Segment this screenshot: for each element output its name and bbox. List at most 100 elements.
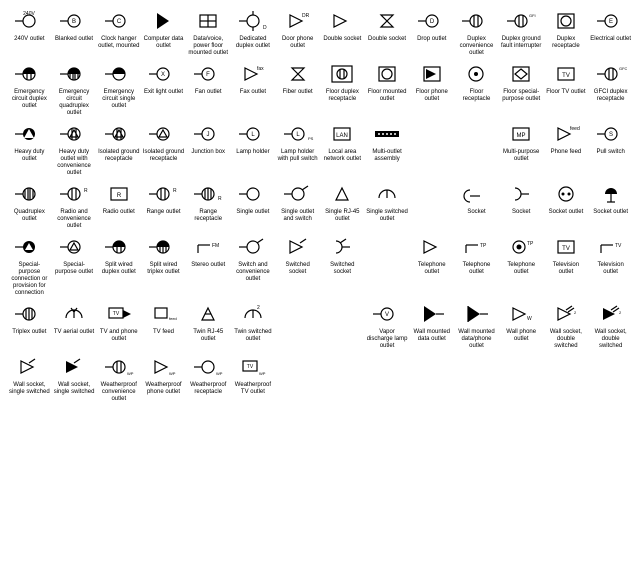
symbol-label: Single outlet: [236, 209, 269, 216]
symbol-label: Emergency circuit single outlet: [98, 89, 140, 110]
range-outlet-icon: R: [147, 181, 179, 207]
symbol-emerg-duplex: Emergency circuit duplex outlet: [8, 61, 51, 117]
tv-feed-icon: feed: [147, 301, 179, 327]
symbol-label: Single switched outlet: [366, 209, 408, 223]
floor-duplex-icon: [326, 61, 358, 87]
symbol-isolated-ground: Isolated ground receptacle: [97, 121, 140, 177]
svg-text:GFI: GFI: [529, 13, 536, 18]
symbol-label: Wall socket, single switched: [53, 382, 95, 396]
symbol-label: Lamp holder: [236, 149, 269, 156]
symbol-single-rj45: Single RJ-45 outlet: [321, 181, 364, 230]
symbol-label: Twin RJ-45 outlet: [187, 329, 229, 343]
symbol-label: Radio outlet: [103, 209, 135, 216]
symbol-label: Emergency circuit duplex outlet: [8, 89, 50, 110]
television-1-icon: TV: [550, 234, 582, 260]
svg-text:2: 2: [619, 310, 622, 315]
single-switched-icon: [371, 181, 403, 207]
symbol-blank-4: [366, 234, 409, 297]
symbol-door-phone: DR Door phone outlet: [276, 8, 319, 57]
symbol-label: Switched socket: [277, 262, 319, 276]
symbol-label: Isolated ground receptacle: [142, 149, 184, 163]
symbol-label: Pull switch: [596, 149, 624, 156]
symbol-wall-data-phone: Wall mounted data/phone outlet: [455, 301, 498, 350]
svg-text:J: J: [207, 132, 210, 138]
symbol-isolated-ground-2: Isolated ground receptacle: [142, 121, 185, 177]
svg-text:240V: 240V: [24, 11, 36, 17]
lamp-holder-icon: L: [237, 121, 269, 147]
symbol-label: Switched socket: [321, 262, 363, 276]
symbol-double-socket-2: Double socket: [366, 8, 409, 57]
symbol-blank-7: [276, 354, 319, 403]
svg-text:MP: MP: [517, 133, 526, 139]
heavy-duty-icon: [13, 121, 45, 147]
symbol-label: Local area network outlet: [321, 149, 363, 163]
symbol-label: Duplex receptacle: [545, 36, 587, 50]
240v-outlet-icon: 240V: [13, 8, 45, 34]
emerg-quad-icon: [58, 61, 90, 87]
wall-double-2-icon: 2: [595, 301, 627, 327]
svg-text:fax: fax: [257, 66, 264, 72]
symbol-label: Door phone outlet: [277, 36, 319, 50]
symbol-wall-double: 2Wall socket, double switched: [545, 301, 588, 350]
telephone-2-icon: TP: [460, 234, 492, 260]
symbol-socket-2: Socket: [500, 181, 543, 230]
symbol-label: Vapor discharge lamp outlet: [366, 329, 408, 350]
pull-switch-icon: S: [595, 121, 627, 147]
symbol-label: Socket: [512, 209, 530, 216]
symbol-label: Clock hanger outlet, mounted: [98, 36, 140, 50]
tv-aerial-icon: [58, 301, 90, 327]
symbol-duplex-conv: Duplex convenience outlet: [455, 8, 498, 57]
duplex-gfi-icon: GFI: [505, 8, 537, 34]
telephone-3-icon: TP: [505, 234, 537, 260]
floor-phone-icon: [416, 61, 448, 87]
symbol-floor-duplex: Floor duplex receptacle: [321, 61, 364, 117]
symbol-switched-socket-2: Switched socket: [321, 234, 364, 297]
clock-hanger-icon: C: [103, 8, 135, 34]
symbol-special-outlet: Special-purpose outlet: [53, 234, 96, 297]
telephone-1-icon: [416, 234, 448, 260]
svg-text:2: 2: [574, 310, 577, 315]
television-2-icon: TV: [595, 234, 627, 260]
twin-rj45-icon: [192, 301, 224, 327]
symbol-label: Isolated ground receptacle: [98, 149, 140, 163]
symbol-label: Wall socket, single switched: [8, 382, 50, 396]
symbol-wall-double-2: 2Wall socket, double switched: [589, 301, 632, 350]
svg-text:FM: FM: [212, 243, 219, 249]
drop-outlet-icon: D: [416, 8, 448, 34]
symbol-emerg-single: Emergency circuit single outlet: [97, 61, 140, 117]
symbol-fiber-outlet: Fiber outlet: [276, 61, 319, 117]
symbol-label: 240V outlet: [14, 36, 44, 43]
symbol-tv-feed: feedTV feed: [142, 301, 185, 350]
symbol-emerg-quad: Emergency circuit quadruplex outlet: [53, 61, 96, 117]
symbol-blank-2: [455, 121, 498, 177]
fan-outlet-icon: F: [192, 61, 224, 87]
computer-data-icon: [147, 8, 179, 34]
symbol-wall-single-2: Wall socket, single switched: [53, 354, 96, 403]
symbol-double-socket: Double socket: [321, 8, 364, 57]
door-phone-icon: DR: [282, 8, 314, 34]
svg-text:R: R: [173, 188, 177, 194]
svg-text:V: V: [385, 312, 389, 318]
fax-outlet-icon: fax: [237, 61, 269, 87]
symbol-wall-data: Wall mounted data outlet: [410, 301, 453, 350]
svg-text:D: D: [263, 25, 267, 31]
gfci-duplex-icon: GFCI: [595, 61, 627, 87]
symbol-weatherproof-tv: TVWPWeatherproof TV outlet: [232, 354, 275, 403]
symbol-label: Phone feed: [551, 149, 582, 156]
double-socket-icon: [326, 8, 358, 34]
stereo-outlet-icon: FM: [192, 234, 224, 260]
svg-text:feed: feed: [570, 126, 580, 132]
symbol-weatherproof-phone: WPWeatherproof phone outlet: [142, 354, 185, 403]
symbol-label: Triplex outlet: [12, 329, 46, 336]
symbol-weatherproof-conv: WPWeatherproof convenience outlet: [97, 354, 140, 403]
symbol-dedicated-duplex: DDedicated duplex outlet: [232, 8, 275, 57]
symbol-label: Weatherproof receptacle: [187, 382, 229, 396]
symbol-label: Split wired duplex outlet: [98, 262, 140, 276]
symbol-range-recept: RRange receptacle: [187, 181, 230, 230]
symbol-label: Floor special-purpose outlet: [500, 89, 542, 103]
svg-text:LAN: LAN: [337, 133, 349, 139]
symbol-label: Single RJ-45 outlet: [321, 209, 363, 223]
svg-text:2: 2: [257, 305, 260, 311]
symbol-blank-3: [410, 181, 453, 230]
wall-data-phone-icon: [460, 301, 492, 327]
